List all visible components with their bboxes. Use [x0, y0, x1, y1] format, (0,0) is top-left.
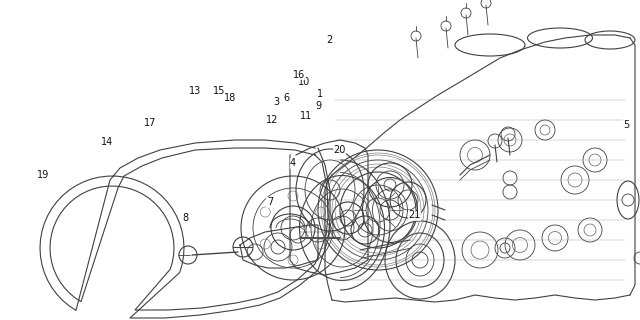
Text: 5: 5 — [623, 120, 629, 130]
Text: 2: 2 — [326, 35, 333, 45]
Text: 8: 8 — [182, 212, 189, 223]
Text: 16: 16 — [293, 69, 306, 80]
Text: 6: 6 — [284, 92, 290, 103]
Text: 21: 21 — [408, 210, 421, 220]
Text: 17: 17 — [144, 118, 157, 128]
Text: 15: 15 — [212, 86, 225, 96]
Text: 10: 10 — [298, 76, 310, 87]
Text: 18: 18 — [224, 92, 237, 103]
Text: 14: 14 — [101, 137, 114, 148]
Text: 20: 20 — [333, 145, 346, 155]
Text: 9: 9 — [315, 100, 321, 111]
Text: 1: 1 — [317, 89, 323, 100]
Text: 11: 11 — [300, 111, 312, 121]
Text: 12: 12 — [266, 115, 278, 125]
Text: 3: 3 — [273, 97, 280, 107]
Text: 13: 13 — [189, 86, 202, 96]
Text: 7: 7 — [267, 197, 273, 207]
Text: 19: 19 — [37, 170, 50, 180]
Text: 4: 4 — [290, 158, 296, 168]
